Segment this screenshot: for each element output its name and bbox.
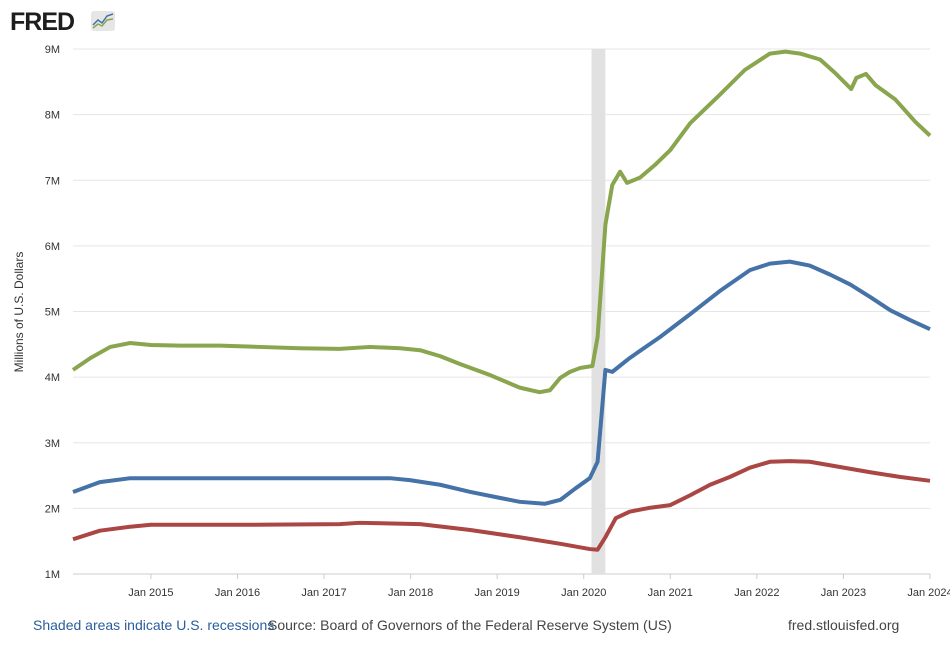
y-tick-label: 7M: [45, 175, 60, 187]
y-tick-label: 1M: [45, 569, 60, 581]
y-tick-label: 5M: [45, 307, 60, 319]
x-tick-label: Jan 2018: [388, 587, 433, 599]
y-tick-label: 9M: [45, 44, 60, 56]
x-tick-label: Jan 2020: [561, 587, 606, 599]
x-tick-label: Jan 2024: [907, 587, 950, 599]
y-tick-label: 4M: [45, 372, 60, 384]
x-tick-label: Jan 2019: [475, 587, 520, 599]
red-series: [72, 459, 931, 552]
site-url[interactable]: fred.stlouisfed.org: [788, 617, 900, 633]
y-tick-label: 8M: [45, 110, 60, 122]
x-tick-label: Jan 2017: [301, 587, 346, 599]
x-tick-label: Jan 2016: [215, 587, 260, 599]
x-tick-label: Jan 2015: [128, 587, 173, 599]
y-tick-label: 6M: [45, 241, 60, 253]
y-tick-label: 3M: [45, 438, 60, 450]
green-series: [71, 49, 932, 395]
recession-note-link[interactable]: Shaded areas indicate U.S. recessions: [33, 617, 275, 633]
x-tick-label: Jan 2021: [648, 587, 693, 599]
source-text: Source: Board of Governors of the Federa…: [268, 617, 672, 633]
x-tick-label: Jan 2023: [821, 587, 866, 599]
blue-series: [72, 259, 931, 506]
x-tick-label: Jan 2022: [734, 587, 779, 599]
y-axis-label: Millions of U.S. Dollars: [12, 252, 26, 373]
chart-logo-icon: [91, 11, 115, 31]
fred-logo[interactable]: FRED: [10, 8, 75, 36]
y-tick-label: 2M: [45, 503, 60, 515]
